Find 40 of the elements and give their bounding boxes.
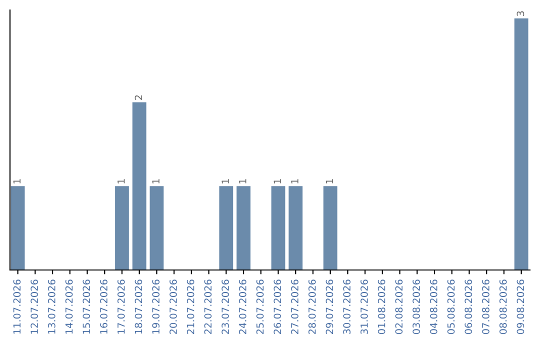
x-tick-label: 03.08.2026	[412, 280, 420, 334]
x-tick-label: 11.07.2026	[13, 280, 21, 334]
x-tick-label: 21.07.2026	[186, 280, 194, 334]
x-tick-label: 18.07.2026	[134, 280, 142, 334]
x-tick-label: 29.07.2026	[326, 280, 334, 334]
x-tick-label: 08.08.2026	[499, 280, 507, 334]
x-tick-label: 26.07.2026	[274, 280, 282, 334]
x-tick-label: 12.07.2026	[30, 280, 38, 334]
x-tick-label: 09.08.2026	[516, 280, 524, 334]
data-label: 1	[152, 179, 160, 184]
x-tick-label: 02.08.2026	[395, 280, 403, 334]
data-label: 1	[274, 179, 281, 184]
x-tick-label: 05.08.2026	[447, 280, 455, 334]
x-tick-label: 06.08.2026	[464, 280, 472, 334]
x-tick-label: 19.07.2026	[152, 280, 160, 334]
x-tick-label: 23.07.2026	[222, 280, 229, 334]
data-label: 1	[222, 179, 229, 184]
x-tick-label: 22.07.2026	[204, 280, 212, 334]
data-label: 2	[134, 95, 142, 100]
x-tick-label: 27.07.2026	[291, 280, 298, 334]
x-tick-label: 25.07.2026	[256, 280, 264, 334]
x-tick-label: 24.07.2026	[238, 280, 246, 334]
x-tick-label: 15.07.2026	[82, 280, 90, 334]
data-label: 1	[239, 179, 246, 184]
data-label: 3	[516, 11, 524, 16]
x-tick-label: 01.08.2026	[378, 280, 386, 334]
data-label: 1	[291, 179, 298, 184]
x-tick-label: 16.07.2026	[100, 280, 108, 334]
x-tick-label: 04.08.2026	[430, 280, 438, 334]
x-tick-label: 13.07.2026	[48, 280, 56, 334]
data-label: 1	[118, 179, 125, 184]
x-tick-label: 30.07.2026	[343, 280, 351, 334]
x-tick-label: 28.07.2026	[308, 280, 316, 334]
data-label: 1	[13, 179, 20, 184]
x-tick-label: 17.07.2026	[117, 280, 125, 334]
data-label: 1	[326, 179, 334, 184]
x-tick-label: 14.07.2026	[65, 280, 73, 334]
x-tick-label: 20.07.2026	[170, 280, 177, 334]
x-tick-label: 07.08.2026	[482, 280, 490, 334]
x-tick-label: 31.07.2026	[360, 280, 368, 334]
